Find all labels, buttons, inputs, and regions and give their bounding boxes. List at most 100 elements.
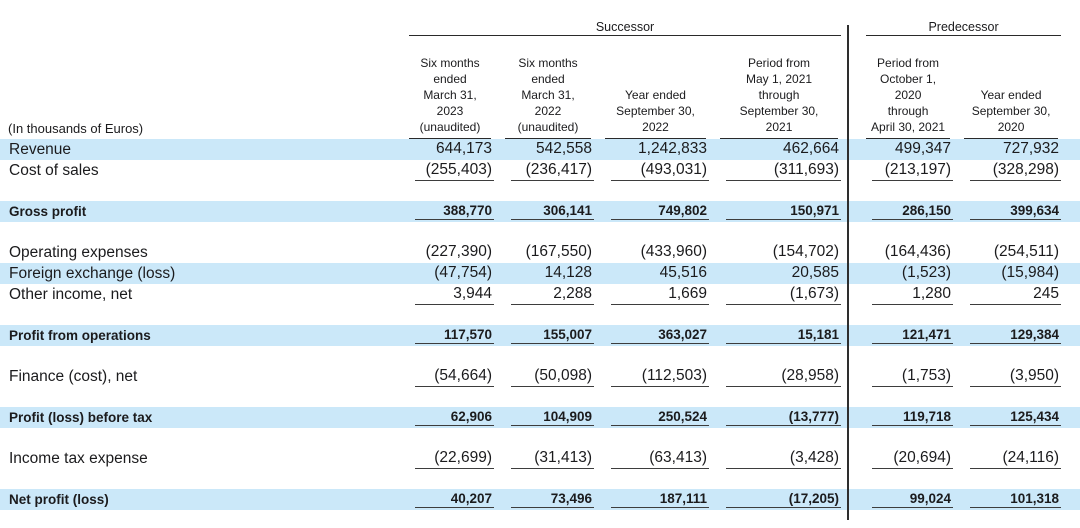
right-margin <box>1065 36 1080 139</box>
table-row: Revenue 644,173 542,558 1,242,833 462,664 499… <box>0 139 1080 160</box>
cell-value: 250,524 <box>598 407 713 428</box>
cell-value: 121,471 <box>859 325 957 346</box>
cell-value: (3,950) <box>957 366 1065 387</box>
row-label: Operating expenses <box>9 243 148 261</box>
group-header-row: Successor Predecessor <box>0 13 1080 36</box>
cell-value: 644,173 <box>435 140 492 157</box>
cell-value: 388,770 <box>402 201 498 222</box>
cell-value: (31,413) <box>498 448 598 469</box>
table-body: Revenue 644,173 542,558 1,242,833 462,664 499… <box>0 139 1080 510</box>
group-header-label: Predecessor <box>866 20 1062 36</box>
table-row: Gross profit 388,770 306,141 749,802 150,971… <box>0 201 1080 222</box>
cell-value: (167,550) <box>525 243 592 260</box>
right-margin <box>1065 263 1080 284</box>
cell-value: (24,116) <box>957 448 1065 469</box>
right-margin <box>1065 325 1080 346</box>
cell-value: 62,906 <box>402 407 498 428</box>
cell-value: 150,971 <box>713 201 845 222</box>
cell-value: 73,496 <box>498 489 598 510</box>
cell-value: 99,024 <box>859 489 957 510</box>
spacer-cell <box>0 428 1080 448</box>
cell-value: (1,523) <box>901 264 952 281</box>
cell-value: 3,944 <box>402 284 498 305</box>
cell-value: (254,511) <box>993 243 1060 260</box>
spacer-row <box>0 305 1080 325</box>
right-margin <box>1065 139 1080 160</box>
cell-value: 45,516 <box>659 264 707 281</box>
right-margin <box>1065 201 1080 222</box>
row-label: Cost of sales <box>9 161 99 179</box>
group-header-label: Successor <box>409 20 842 36</box>
cell-value: 749,802 <box>598 201 713 222</box>
cell-value: (311,693) <box>713 160 845 181</box>
spacer-row <box>0 428 1080 448</box>
cell-value: 1,242,833 <box>638 140 707 157</box>
spacer-cell <box>0 346 1080 366</box>
right-margin <box>1065 160 1080 181</box>
cell-value: (1,673) <box>713 284 845 305</box>
cell-value: 727,932 <box>1003 140 1060 157</box>
table-row: Cost of sales (255,403) (236,417) (493,031)… <box>0 160 1080 181</box>
cell-value: (433,960) <box>640 243 707 260</box>
spacer-row <box>0 387 1080 407</box>
spacer-cell <box>0 305 1080 325</box>
row-label: Other income, net <box>9 285 133 303</box>
column-header-2: Six months ended March 31, 2022 (unaudit… <box>498 36 598 139</box>
row-label: Foreign exchange (loss) <box>9 264 176 282</box>
cell-value: 101,318 <box>957 489 1065 510</box>
column-header-1: Six months ended March 31, 2023 (unaudit… <box>402 36 498 139</box>
spacer-row <box>0 469 1080 489</box>
cell-value: 187,111 <box>598 489 713 510</box>
cell-value: 542,558 <box>535 140 592 157</box>
spacer-cell <box>0 222 1080 242</box>
table-row: Operating expenses (227,390) (167,550) (433… <box>0 242 1080 263</box>
column-header-3: Year ended September 30, 2022 <box>598 36 713 139</box>
group-header-successor: Successor <box>402 13 845 36</box>
successor-predecessor-divider <box>847 25 849 520</box>
cell-value: 125,434 <box>957 407 1065 428</box>
right-margin <box>1065 13 1080 36</box>
row-label: Profit (loss) before tax <box>9 410 153 425</box>
cell-value: 129,384 <box>957 325 1065 346</box>
cell-value: 15,181 <box>713 325 845 346</box>
cell-value: 286,150 <box>859 201 957 222</box>
spacer-row <box>0 346 1080 366</box>
cell-value: 119,718 <box>859 407 957 428</box>
right-margin <box>1065 448 1080 469</box>
spacer-cell <box>0 181 1080 201</box>
spacer-cell <box>0 469 1080 489</box>
table-row: Profit (loss) before tax 62,906 104,909 250… <box>0 407 1080 428</box>
unit-label: (In thousands of Euros) <box>8 121 144 136</box>
column-header-row: (In thousands of Euros) Six months ended… <box>0 36 1080 139</box>
cell-value: (22,699) <box>402 448 498 469</box>
row-label: Gross profit <box>9 204 87 219</box>
cell-value: (13,777) <box>713 407 845 428</box>
cell-value: (213,197) <box>859 160 957 181</box>
cell-value: 40,207 <box>402 489 498 510</box>
cell-value: (164,436) <box>884 243 952 260</box>
cell-value: (20,694) <box>859 448 957 469</box>
table-row: Foreign exchange (loss) (47,754) 14,128 45,… <box>0 263 1080 284</box>
cell-value: (50,098) <box>498 366 598 387</box>
group-header-spacer <box>0 13 402 36</box>
table-row: Finance (cost), net (54,664) (50,098) (112,… <box>0 366 1080 387</box>
table-row: Net profit (loss) 40,207 73,496 187,111 (17,… <box>0 489 1080 510</box>
cell-value: 117,570 <box>402 325 498 346</box>
cell-value: 14,128 <box>544 264 592 281</box>
row-label: Revenue <box>9 140 72 158</box>
cell-value: (15,984) <box>1001 264 1060 281</box>
cell-value: 155,007 <box>498 325 598 346</box>
cell-value: (227,390) <box>425 243 492 260</box>
cell-value: (328,298) <box>957 160 1065 181</box>
cell-value: 1,669 <box>598 284 713 305</box>
cell-value: (47,754) <box>434 264 492 281</box>
table-row: Profit from operations 117,570 155,007 363,… <box>0 325 1080 346</box>
group-header-predecessor: Predecessor <box>859 13 1065 36</box>
right-margin <box>1065 284 1080 305</box>
cell-value: 306,141 <box>498 201 598 222</box>
cell-value: 104,909 <box>498 407 598 428</box>
cell-value: (17,205) <box>713 489 845 510</box>
right-margin <box>1065 407 1080 428</box>
spacer-row <box>0 181 1080 201</box>
